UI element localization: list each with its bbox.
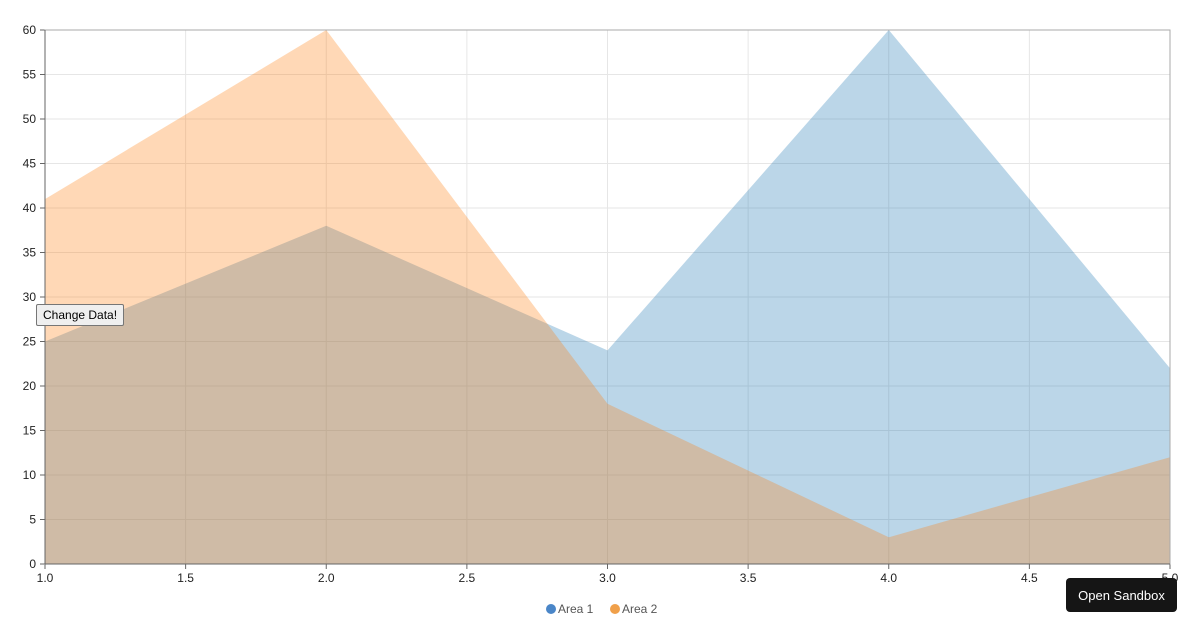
legend-label-2[interactable]: Area 2 [622, 602, 658, 616]
legend-swatch-1[interactable] [546, 604, 556, 614]
y-tick-label: 60 [23, 23, 37, 37]
x-tick-label: 4.5 [1021, 571, 1038, 585]
legend-swatch-2[interactable] [610, 604, 620, 614]
x-tick-label: 1.0 [37, 571, 54, 585]
x-tick-label: 1.5 [177, 571, 194, 585]
y-tick-label: 25 [23, 335, 37, 349]
x-tick-label: 4.0 [880, 571, 897, 585]
y-tick-label: 5 [29, 513, 36, 527]
x-tick-label: 2.0 [318, 571, 335, 585]
x-tick-label: 3.5 [740, 571, 757, 585]
y-tick-label: 45 [23, 157, 37, 171]
y-tick-label: 55 [23, 68, 37, 82]
y-tick-label: 40 [23, 201, 37, 215]
x-tick-label: 2.5 [459, 571, 476, 585]
chart-axes: 0 5 10 15 20 25 30 35 40 45 50 55 60 1.0 1.5 2.0 2.5 3.0 3… [23, 23, 1179, 585]
chart-legend[interactable]: Area 1 Area 2 [546, 602, 658, 616]
open-sandbox-button[interactable]: Open Sandbox [1066, 578, 1177, 612]
y-tick-label: 15 [23, 424, 37, 438]
y-tick-label: 20 [23, 379, 37, 393]
y-tick-label: 10 [23, 468, 37, 482]
y-tick-label: 50 [23, 112, 37, 126]
y-tick-label: 0 [29, 557, 36, 571]
y-tick-label: 35 [23, 246, 37, 260]
area-series-2 [45, 30, 1170, 564]
chart-areas [45, 30, 1170, 564]
legend-label-1[interactable]: Area 1 [558, 602, 594, 616]
change-data-button[interactable]: Change Data! [36, 304, 125, 326]
x-tick-label: 3.0 [599, 571, 616, 585]
area-series-1 [45, 30, 1170, 564]
y-tick-label: 30 [23, 290, 37, 304]
